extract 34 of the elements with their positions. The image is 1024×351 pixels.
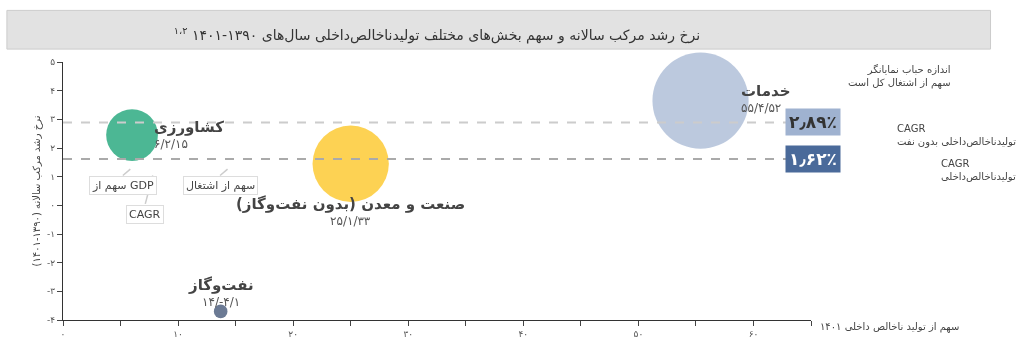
annotation: ۶/۲/۱۵ <box>154 137 188 151</box>
y-tick-label: ۳ <box>50 114 56 125</box>
y-tick-label: ۱ <box>50 171 56 182</box>
x-tick-label: ۰ <box>60 328 66 339</box>
x-axis-title: سهم از تولید ناخالص داخلی ۱۴۰۱ <box>820 321 960 333</box>
annotation: ۲۵/۱/۳۳ <box>330 214 371 228</box>
y-axis-title: نرخ رشد مرکب سالانه (۱۳۹۰-۱۴۰۱) <box>31 115 44 267</box>
ref-line-label: ۱٫۶۲٪ <box>789 149 837 169</box>
annotation: ۵۵/۴/۵۲ <box>741 101 782 115</box>
series-label: نفت‌وگاز <box>188 276 254 294</box>
y-tick-label: -۴ <box>47 315 56 326</box>
text: اندازه حباب نمایانگر سهم از اشتغال کل است <box>848 64 951 89</box>
x-tick-label: ۳۰ <box>403 328 414 339</box>
x-tick-label: ۶۰ <box>748 328 759 339</box>
annotation: CAGR <box>129 208 161 221</box>
series-label: کشاورزی <box>154 118 225 136</box>
annotation: ۱۴/-۴/۱ <box>202 295 241 309</box>
annotation: سهم از اشتغال <box>186 179 256 192</box>
ref-line-label: ۲٫۸۹٪ <box>789 112 837 132</box>
x-tick-label: ۴۰ <box>518 328 529 339</box>
y-tick-label: ۴ <box>50 85 56 96</box>
y-tick-label: -۳ <box>47 286 56 297</box>
series-label: خدمات <box>741 82 791 100</box>
x-tick-label: ۱۰ <box>173 328 183 339</box>
y-tick-label: ۰ <box>50 200 56 211</box>
y-tick-label: ۵ <box>50 57 56 68</box>
y-tick-label: -۲ <box>47 257 56 268</box>
chart-title: نرخ رشد مرکب سالانه و سهم بخش‌های مختلف تولیدناخالص‌داخلی سال‌های ۱۳۹۰-۱۴۰۱ $^{۱،۲}$ <box>173 25 701 44</box>
x-tick-label: ۲۰ <box>288 328 298 339</box>
x-tick-label: ۵۰ <box>633 328 644 339</box>
y-tick-label: ۲ <box>50 143 56 154</box>
series-label: صنعت و معدن (بدون نفت‌وگاز) <box>236 195 466 213</box>
annotation: سهم از GDP <box>92 179 154 192</box>
y-tick-label: -۱ <box>47 229 56 240</box>
